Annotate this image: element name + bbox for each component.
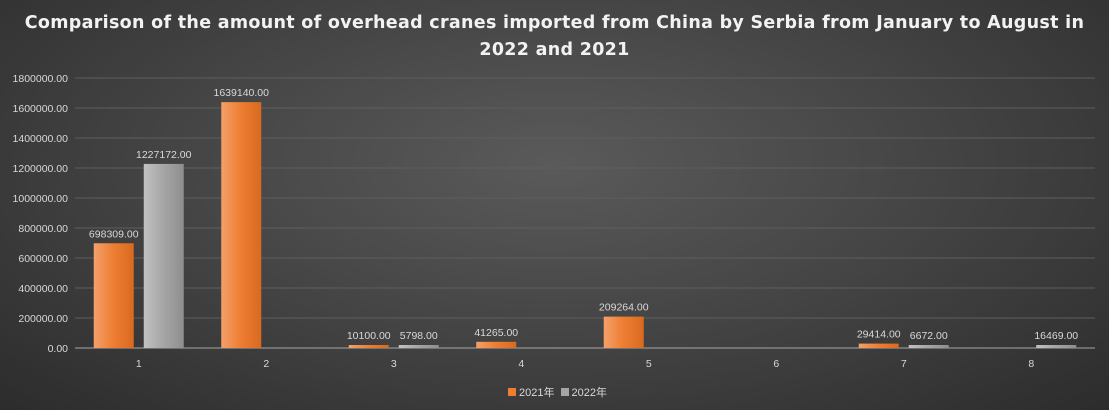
legend: 2021年 2022年: [0, 384, 1109, 400]
legend-swatch: [508, 388, 517, 396]
y-tick-label: 1200000.00: [13, 163, 69, 175]
bar-2021: [476, 341, 517, 348]
x-tick-label: 2: [263, 358, 269, 370]
data-label: 29414.00: [857, 329, 901, 341]
legend-swatch: [560, 388, 569, 396]
data-label: 1639140.00: [214, 87, 270, 99]
bar-2021: [858, 343, 899, 348]
bar-2022: [143, 163, 184, 348]
y-tick-label: 600000.00: [18, 253, 68, 265]
data-label: 698309.00: [89, 228, 139, 240]
y-tick-label: 1000000.00: [13, 193, 69, 205]
bar-2022: [398, 345, 439, 348]
bar-2021: [603, 316, 644, 348]
x-tick-label: 8: [1028, 358, 1034, 370]
y-tick-label: 800000.00: [18, 223, 68, 235]
y-tick-label: 1600000.00: [13, 103, 69, 115]
legend-label: 2022年: [571, 387, 607, 399]
x-tick-label: 3: [391, 358, 397, 370]
data-label: 10100.00: [347, 330, 391, 342]
x-tick-label: 6: [773, 358, 779, 370]
bar-2021: [93, 243, 134, 348]
y-tick-label: 1400000.00: [13, 133, 69, 145]
y-tick-label: 1800000.00: [13, 73, 69, 85]
x-tick-label: 7: [901, 358, 907, 370]
data-label: 5798.00: [400, 330, 438, 342]
data-label: 6672.00: [910, 330, 948, 342]
data-label: 209264.00: [599, 302, 649, 314]
y-tick-label: 0.00: [48, 343, 69, 355]
y-tick-label: 400000.00: [18, 283, 68, 295]
bar-2022: [1036, 345, 1077, 348]
data-label: 41265.00: [474, 327, 518, 339]
x-tick-label: 4: [518, 358, 524, 370]
bar-2021: [348, 345, 389, 348]
legend-label: 2021年: [519, 387, 555, 399]
chart-title: Comparison of the amount of overhead cra…: [24, 13, 1085, 60]
x-tick-label: 1: [136, 358, 142, 370]
y-tick-label: 200000.00: [18, 313, 68, 325]
bar-2021: [221, 102, 262, 348]
data-label: 1227172.00: [136, 149, 192, 161]
bar-2022: [908, 345, 949, 348]
x-tick-label: 5: [646, 358, 652, 370]
data-label: 16469.00: [1034, 330, 1078, 342]
